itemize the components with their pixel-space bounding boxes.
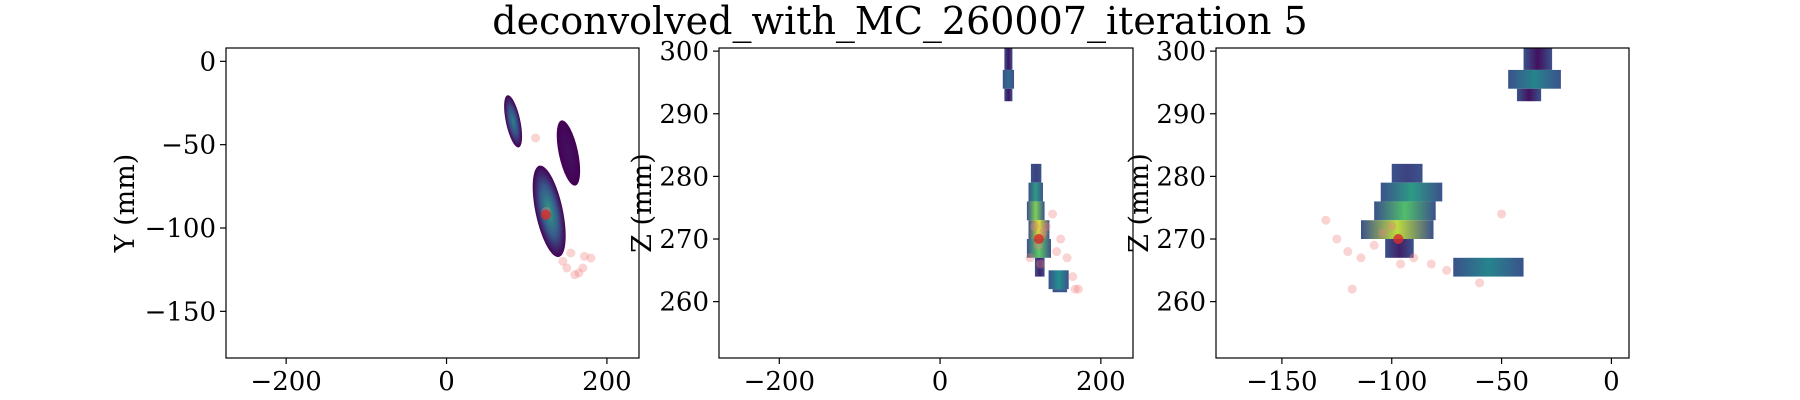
plot-area-xy <box>504 95 596 280</box>
scatter-point <box>1378 228 1388 238</box>
scatter-point <box>1387 221 1397 231</box>
x-tick-label: −50 <box>1474 367 1529 397</box>
scatter-point <box>1497 209 1507 219</box>
scatter-point <box>558 256 568 266</box>
subplot-yz: −150 −100 −50 0 260 270 280 290 300 Z (mm) <box>1124 37 1630 397</box>
x-tick-label: 0 <box>1603 367 1620 397</box>
scatter-point <box>1475 278 1485 288</box>
heat-cell <box>1523 48 1553 70</box>
y-axis-label: Z (mm) <box>1124 153 1155 253</box>
scatter-point-highlight <box>1033 234 1044 245</box>
heat-cell <box>1453 257 1524 277</box>
y-tick-label: 300 <box>659 37 709 67</box>
scatter-point <box>1056 234 1066 244</box>
y-tick-label: 290 <box>659 100 709 130</box>
heat-cell <box>1391 163 1423 183</box>
x-tick-label: 200 <box>1076 367 1126 397</box>
scatter-point <box>566 248 576 258</box>
scatter-point <box>1409 253 1419 263</box>
subplot-xz: −200 0 200 260 270 280 290 300 Z (mm) <box>627 37 1134 397</box>
x-tick-label: −200 <box>744 367 815 397</box>
scatter-point <box>570 270 580 280</box>
heat-cell <box>1028 182 1043 202</box>
scatter-point <box>1070 284 1080 294</box>
y-tick-label: 280 <box>1156 162 1206 192</box>
y-tick-label: 260 <box>1156 288 1206 318</box>
scatter-point <box>1356 253 1366 263</box>
scatter-point <box>1025 253 1035 263</box>
scatter-point <box>562 263 572 273</box>
scatter-point <box>1347 284 1357 294</box>
heat-cell <box>1034 257 1045 277</box>
x-tick-label: −150 <box>1246 367 1317 397</box>
y-tick-label: 290 <box>1156 100 1206 130</box>
plot-area-yz <box>1321 48 1561 294</box>
heat-blob <box>556 120 581 186</box>
scatter-point <box>1396 259 1406 269</box>
axes-frame <box>1215 47 1630 359</box>
heat-cell <box>1385 239 1414 258</box>
scatter-point <box>1048 209 1058 219</box>
axes-frame <box>225 47 640 359</box>
scatter-point <box>1442 265 1452 275</box>
x-tick-label: −100 <box>1356 367 1427 397</box>
scatter-point <box>1068 272 1078 282</box>
heat-cell <box>1004 48 1013 70</box>
heat-cell <box>1004 88 1013 102</box>
y-tick-label: 270 <box>1156 225 1206 255</box>
x-tick-label: 0 <box>438 367 455 397</box>
scatter-point <box>1030 221 1040 231</box>
heat-cell <box>1380 182 1443 202</box>
axes-frame <box>718 47 1134 359</box>
heat-cell <box>1028 220 1050 240</box>
y-tick-label: −150 <box>145 297 216 327</box>
x-tick-label: 200 <box>582 367 632 397</box>
y-tick-label: −50 <box>161 131 216 161</box>
heat-cell <box>1026 201 1045 221</box>
y-axis-label: Z (mm) <box>627 153 658 253</box>
heat-cell <box>1516 88 1542 102</box>
y-tick-label: 280 <box>659 162 709 192</box>
y-tick-label: 300 <box>1156 37 1206 67</box>
heat-cell <box>1052 289 1068 293</box>
scatter-point <box>1321 215 1331 225</box>
x-tick-label: −200 <box>250 367 321 397</box>
figure-title: deconvolved_with_MC_260007_iteration 5 <box>492 0 1307 44</box>
x-tick-label: 0 <box>932 367 949 397</box>
scatter-point <box>531 133 541 143</box>
y-axis-label: Y (mm) <box>110 154 141 254</box>
scatter-point-highlight <box>1393 234 1404 245</box>
scatter-point-highlight <box>540 209 551 220</box>
heat-blob <box>504 95 523 148</box>
scatter-point <box>1369 240 1379 250</box>
scatter-point <box>1332 234 1342 244</box>
y-tick-label: 270 <box>659 225 709 255</box>
plot-area-xz <box>1002 48 1083 294</box>
y-tick-label: 260 <box>659 288 709 318</box>
scatter-point <box>1426 259 1436 269</box>
scatter-point <box>1073 284 1083 294</box>
heat-cell <box>1508 69 1561 89</box>
scatter-point <box>579 251 589 261</box>
scatter-point <box>1343 247 1353 257</box>
scatter-point <box>1062 253 1072 263</box>
subplot-xy: −200 0 200 0 −50 −100 −150 Y (mm) <box>110 47 640 397</box>
scatter-point <box>586 253 596 263</box>
heat-cell <box>1374 201 1436 221</box>
scatter-point <box>1052 247 1062 257</box>
heat-cell <box>1030 163 1042 183</box>
scatter-point <box>1041 221 1051 231</box>
heat-cell <box>1048 270 1069 290</box>
scatter-point <box>1036 259 1046 269</box>
scatter-point <box>578 263 588 273</box>
y-tick-label: 0 <box>199 47 216 77</box>
heat-cell <box>1026 239 1052 258</box>
heat-cell <box>1360 220 1434 240</box>
heat-cell <box>1002 69 1015 89</box>
scatter-point <box>574 268 584 278</box>
y-tick-label: −100 <box>145 214 216 244</box>
